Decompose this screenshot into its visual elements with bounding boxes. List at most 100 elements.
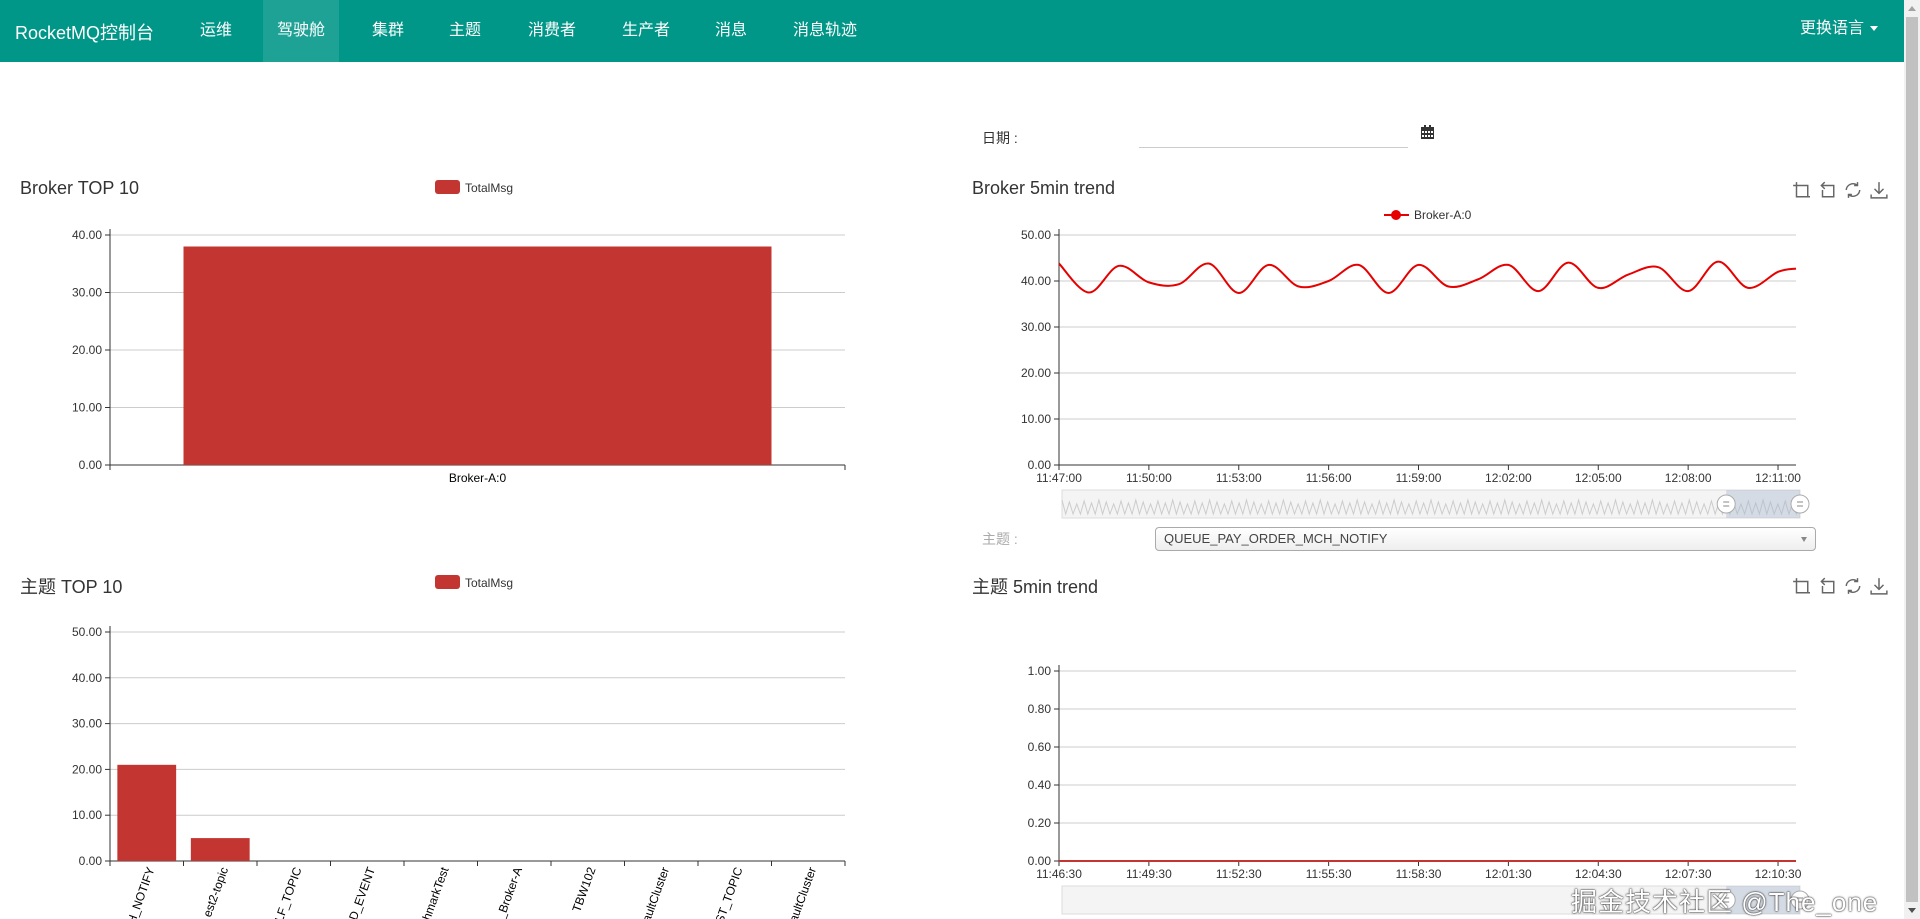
nav-item-0[interactable]: 运维	[200, 22, 233, 39]
restore-icon[interactable]	[1844, 181, 1862, 199]
calendar-icon[interactable]	[1421, 125, 1434, 139]
x-tick-label: aultCluster	[639, 865, 672, 919]
x-tick-label: 12:10:30	[1755, 867, 1802, 881]
datazoom-window	[1726, 490, 1800, 518]
topic-select[interactable]: QUEUE_PAY_ORDER_MCH_NOTIFY	[1155, 527, 1816, 551]
x-tick-label: 11:52:30	[1216, 867, 1262, 881]
y-tick-label: 0.60	[1028, 740, 1052, 754]
datazoom-handle[interactable]	[1716, 494, 1736, 514]
y-tick-label: 50.00	[72, 625, 102, 639]
x-tick-label: 11:53:00	[1216, 471, 1262, 485]
datazoom-handle[interactable]	[1790, 890, 1810, 910]
nav-item-3[interactable]: 主题	[449, 22, 482, 39]
datazoom-slider	[1061, 489, 1801, 519]
restore-icon[interactable]	[1844, 577, 1862, 595]
legend-label: Broker-A:0	[1414, 208, 1472, 222]
y-tick-label: 20.00	[72, 762, 102, 776]
page-scrollbar[interactable]	[1904, 0, 1920, 919]
bar	[117, 764, 177, 861]
topic-trend-title: 主题 5min trend	[972, 577, 1099, 597]
x-tick-label: 11:46:30	[1036, 867, 1082, 881]
dropdown-arrow-icon	[1801, 537, 1807, 542]
y-tick-label: 10.00	[72, 401, 102, 415]
zoom-icon[interactable]	[1792, 181, 1810, 199]
legend-marker	[1391, 210, 1401, 220]
bar	[190, 838, 250, 861]
topic-top10-title: 主题 TOP 10	[20, 577, 123, 597]
x-tick-label: 11:59:00	[1396, 471, 1442, 485]
broker-trend-title: Broker 5min trend	[972, 178, 1116, 198]
y-tick-label: 1.00	[1028, 664, 1052, 678]
scroll-up-icon[interactable]	[1908, 6, 1916, 11]
x-tick-label: Broker-A:0	[449, 471, 507, 485]
x-tick-label: 12:11:00	[1755, 471, 1801, 485]
x-tick-label: hmarkTest	[419, 865, 451, 919]
caret-down-icon	[1870, 26, 1878, 32]
datazoom-handle[interactable]	[1716, 890, 1736, 910]
y-tick-label: 30.00	[72, 286, 102, 300]
topic-trend-toolbox	[1792, 577, 1888, 595]
x-tick-label: TBW102	[569, 865, 598, 914]
datazoom-window	[1726, 886, 1800, 914]
legend-swatch	[435, 180, 460, 194]
nav-item-1[interactable]: 驾驶舱	[263, 0, 340, 62]
x-tick-label: 11:50:00	[1126, 471, 1172, 485]
y-tick-label: 40.00	[1021, 274, 1051, 288]
y-tick-label: 30.00	[72, 717, 102, 731]
y-tick-label: 0.80	[1028, 702, 1052, 716]
x-tick-label: 11:49:30	[1126, 867, 1172, 881]
x-tick-label: ALF_TOPIC	[269, 865, 305, 919]
date-input[interactable]	[1139, 126, 1408, 148]
nav-item-4[interactable]: 消费者	[528, 22, 577, 39]
legend-label: TotalMsg	[465, 576, 513, 590]
y-tick-label: 10.00	[72, 808, 102, 822]
topic-label: 主题 :	[982, 531, 1018, 547]
nav-item-5[interactable]: 生产者	[622, 22, 671, 39]
save-image-icon[interactable]	[1870, 181, 1888, 199]
x-tick-label: EST_TOPIC	[710, 865, 746, 919]
x-tick-label: 12:08:00	[1665, 471, 1712, 485]
legend-label: TotalMsg	[465, 181, 513, 195]
broker-trend-toolbox	[1792, 181, 1888, 199]
x-tick-label: ED_EVENT	[343, 865, 378, 919]
y-tick-label: 0.00	[1028, 854, 1052, 868]
datazoom-slider	[1061, 885, 1801, 915]
zoom-icon[interactable]	[1792, 577, 1810, 595]
zoom-reset-icon[interactable]	[1818, 577, 1836, 595]
y-tick-label: 40.00	[72, 671, 102, 685]
language-label: 更换语言	[1799, 20, 1864, 37]
watermark: 掘金技术社区 @The_one	[1571, 887, 1879, 917]
bar	[183, 246, 772, 465]
y-tick-label: 0.00	[79, 854, 103, 868]
y-tick-label: 0.20	[1028, 816, 1052, 830]
y-tick-label: 10.00	[1021, 412, 1051, 426]
broker-top10-title: Broker TOP 10	[20, 178, 140, 198]
x-tick-label: _Broker-A	[493, 865, 525, 919]
y-tick-label: 30.00	[1021, 320, 1051, 334]
language-dropdown[interactable]: 更换语言	[1800, 0, 1878, 62]
datazoom-handle[interactable]	[1790, 494, 1810, 514]
x-tick-label: 12:05:00	[1575, 471, 1622, 485]
handle-grip-icon	[1723, 897, 1730, 903]
nav-item-6[interactable]: 消息	[715, 22, 748, 39]
nav-item-7[interactable]: 消息轨迹	[793, 22, 858, 39]
zoom-reset-icon[interactable]	[1818, 181, 1836, 199]
x-tick-label: 12:02:00	[1485, 471, 1532, 485]
save-image-icon[interactable]	[1870, 577, 1888, 595]
scrollbar-thumb[interactable]	[1906, 17, 1918, 902]
x-tick-label: 11:56:00	[1306, 471, 1352, 485]
y-tick-label: 40.00	[72, 228, 102, 242]
x-tick-label: 12:07:30	[1665, 867, 1712, 881]
y-tick-label: 0.00	[79, 458, 103, 472]
legend-swatch	[435, 575, 460, 589]
handle-grip-icon	[1797, 501, 1803, 507]
handle-grip-icon	[1797, 897, 1803, 903]
x-tick-label: est2-topic	[200, 865, 231, 919]
nav-item-2[interactable]: 集群	[372, 22, 405, 39]
scroll-down-icon[interactable]	[1908, 908, 1916, 913]
y-tick-label: 50.00	[1021, 228, 1051, 242]
brand-logo[interactable]: RocketMQ控制台	[15, 23, 155, 43]
x-tick-label: 11:55:30	[1306, 867, 1352, 881]
x-tick-label: 12:04:30	[1575, 867, 1622, 881]
y-tick-label: 0.00	[1028, 458, 1052, 472]
